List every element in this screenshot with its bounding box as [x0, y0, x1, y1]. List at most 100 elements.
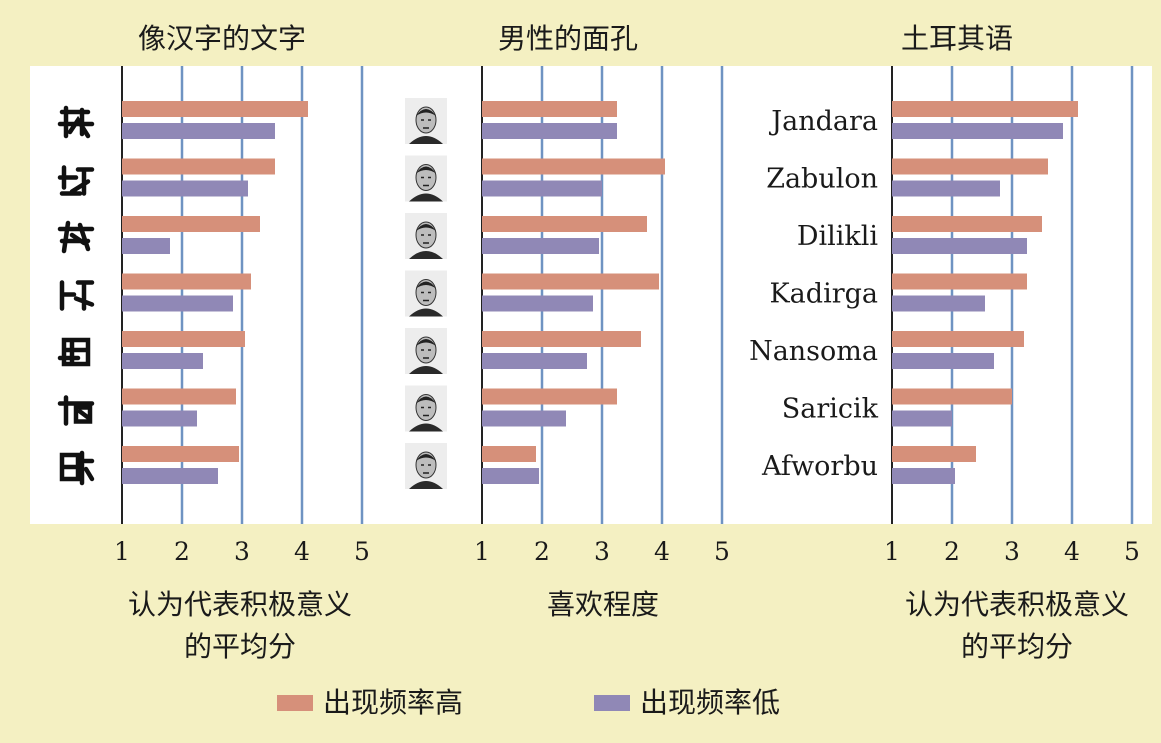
face-features [421, 349, 431, 359]
bar-high [122, 216, 260, 232]
bar-low [122, 295, 233, 312]
tick-label: 1 [114, 537, 130, 566]
bar-low [122, 353, 203, 369]
bar-high [892, 446, 976, 462]
face-hair [416, 281, 436, 289]
tick-label: 3 [594, 537, 610, 566]
face-photo [405, 213, 447, 259]
bar-high [892, 388, 1012, 405]
legend-label-low: 出现频率低 [640, 686, 780, 719]
tick-label: 4 [654, 537, 670, 566]
bar-high [122, 331, 245, 347]
bar-low [892, 180, 1000, 197]
x-axis-label: 喜欢程度 [547, 588, 659, 621]
face-hair [416, 339, 436, 346]
tick-label: 5 [354, 537, 370, 566]
face-shoulders [409, 481, 443, 489]
face-hair [416, 224, 436, 231]
face-hair [416, 166, 436, 174]
face-features [421, 119, 431, 129]
bar-high [482, 388, 617, 405]
face-features [421, 234, 431, 244]
pseudo-chinese-glyph [57, 165, 95, 196]
bar-low [482, 295, 593, 312]
bar-high [122, 388, 236, 405]
bar-high [122, 101, 308, 117]
glyph-strokes [57, 220, 95, 254]
bar-low [892, 295, 985, 312]
category-label: Afworbu [761, 451, 878, 482]
face-photo [405, 98, 447, 144]
bar-high [892, 331, 1024, 347]
tick-label: 4 [1064, 537, 1080, 566]
bar-low [122, 468, 218, 484]
x-axis-label: 认为代表积极意义 [905, 588, 1129, 621]
bar-high [482, 158, 665, 175]
face-photo [405, 328, 447, 374]
face-shoulders [409, 366, 443, 374]
category-label: Nansoma [749, 336, 878, 367]
bar-low [892, 468, 955, 484]
face-shoulders [409, 193, 443, 202]
bar-high [482, 446, 536, 462]
bar-low [122, 410, 197, 427]
face-photo [405, 385, 447, 432]
face-features [421, 291, 431, 302]
tick-label: 3 [234, 537, 250, 566]
category-label: Dilikli [797, 221, 879, 252]
panel-title: 土耳其语 [901, 22, 1013, 55]
bar-high [892, 101, 1078, 117]
pseudo-chinese-glyph [59, 280, 95, 311]
bar-high [892, 216, 1042, 232]
glyph-strokes [59, 450, 95, 486]
bar-low [892, 353, 994, 369]
category-label: Zabulon [766, 164, 878, 195]
tick-label: 2 [534, 537, 550, 566]
bar-low [122, 238, 170, 254]
face-head [415, 279, 437, 306]
pseudo-chinese-glyph [57, 395, 95, 426]
glyph-strokes [57, 337, 91, 367]
panel-title: 男性的面孔 [498, 22, 638, 55]
panel-2 [405, 66, 724, 524]
face-shoulders [409, 251, 443, 259]
face-hair [416, 109, 436, 116]
tick-label: 3 [1004, 537, 1020, 566]
face-photo [405, 155, 447, 202]
bar-low [892, 123, 1063, 139]
x-axis-label-line2: 的平均分 [961, 630, 1073, 663]
face-photo [405, 443, 447, 489]
panel-3 [891, 66, 1134, 524]
glyph-strokes [57, 105, 95, 139]
bar-high [892, 273, 1027, 290]
bar-high [482, 216, 647, 232]
bar-high [122, 446, 239, 462]
bar-high [482, 101, 617, 117]
panel-title: 像汉字的文字 [138, 22, 306, 55]
pseudo-chinese-glyph [59, 450, 95, 486]
bar-low [892, 410, 952, 427]
face-head [415, 394, 437, 421]
face-head [415, 106, 437, 134]
bar-low [482, 238, 599, 254]
category-label: Jandara [768, 106, 878, 137]
category-label: Kadirga [770, 279, 878, 310]
glyph-strokes [57, 395, 95, 426]
glyph-strokes [59, 280, 95, 311]
x-axis-label-line2: 的平均分 [184, 630, 296, 663]
face-head [415, 451, 437, 479]
bar-high [482, 331, 641, 347]
bar-high [122, 158, 275, 175]
pseudo-chinese-glyph [57, 220, 95, 254]
bar-low [482, 468, 539, 484]
face-head [415, 221, 437, 249]
bar-low [122, 123, 275, 139]
bar-low [482, 123, 617, 139]
face-shoulders [409, 136, 443, 144]
face-photo [405, 270, 447, 317]
tick-label: 4 [294, 537, 310, 566]
tick-label: 2 [944, 537, 960, 566]
legend-swatch-high [277, 695, 313, 711]
legend [277, 695, 630, 711]
